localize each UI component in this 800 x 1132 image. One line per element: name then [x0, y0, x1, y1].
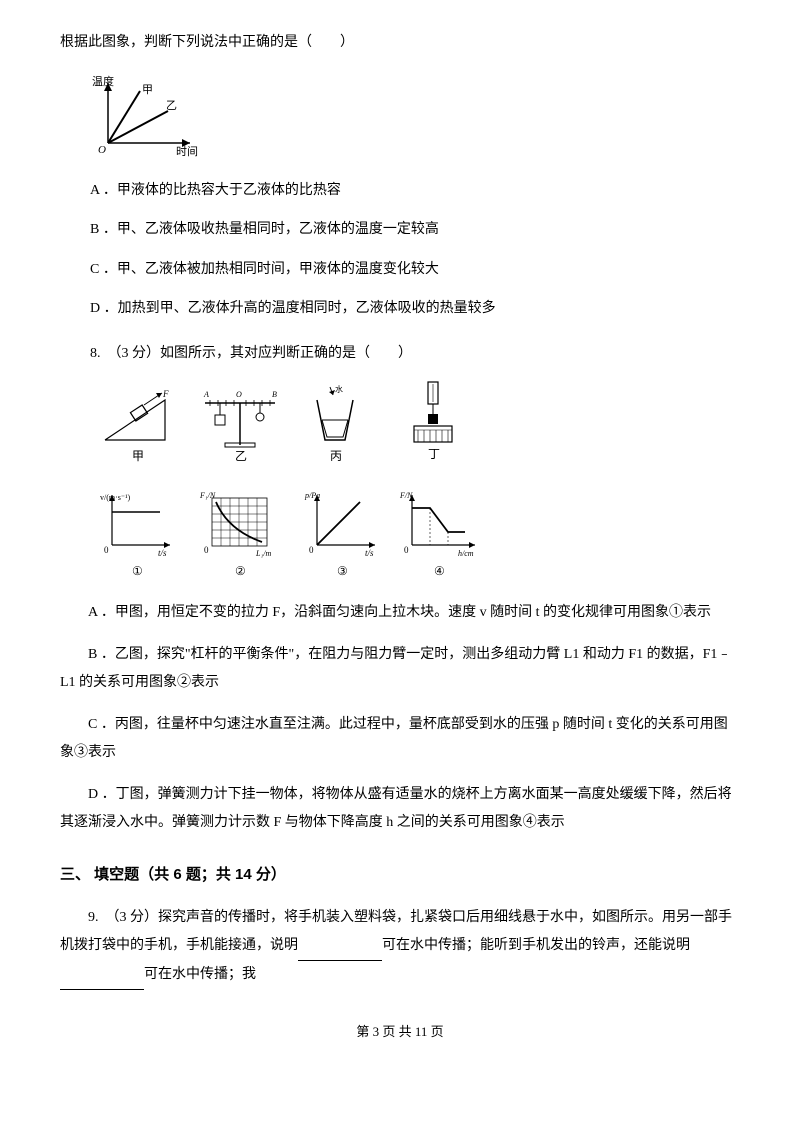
svg-text:h/cm: h/cm: [458, 549, 474, 558]
svg-text:p/Pa: p/Pa: [304, 491, 320, 500]
svg-text:水: 水: [335, 384, 343, 394]
q8-option-c: C ．丙图，往量杯中匀速注水直至注满。此过程中，量杯底部受到水的压强 p 随时间…: [60, 711, 740, 767]
origin-label: O: [98, 144, 106, 156]
q8-figure-grid: F 甲 A O B 乙 水: [90, 380, 740, 585]
svg-text:0: 0: [309, 545, 314, 555]
q7-intro: 根据此图象，判断下列说法中正确的是（ ）: [60, 30, 740, 55]
q8-option-a: A ．甲图，用恒定不变的拉力 F，沿斜面匀速向上拉木块。速度 v 随时间 t 的…: [60, 599, 740, 627]
section-3-heading: 三、 填空题（共 6 题；共 14 分）: [60, 861, 740, 888]
page-footer: 第 3 页 共 11 页: [60, 1020, 740, 1043]
temp-time-chart: 温度 甲 乙 时间 O: [90, 73, 200, 158]
svg-text:④: ④: [434, 564, 445, 578]
q8-figures: F 甲 A O B 乙 水: [90, 380, 490, 585]
svg-text:乙: 乙: [235, 449, 247, 463]
svg-text:L₁/m: L₁/m: [255, 549, 271, 558]
q9-blank-2[interactable]: [60, 961, 144, 990]
q7-option-b: B ．甲、乙液体吸收热量相同时，乙液体的温度一定较高: [90, 217, 740, 242]
q7-option-c: C ．甲、乙液体被加热相同时间，甲液体的温度变化较大: [90, 257, 740, 282]
svg-text:①: ①: [132, 564, 143, 578]
svg-text:B: B: [272, 390, 277, 399]
q9-text: 9. （3 分）探究声音的传播时，将手机装入塑料袋，扎紧袋口后用细线悬于水中，如…: [60, 904, 740, 990]
svg-text:t/s: t/s: [158, 548, 167, 558]
svg-text:甲: 甲: [132, 449, 144, 463]
q8-option-b: B ．乙图，探究"杠杆的平衡条件"，在阻力与阻力臂一定时，测出多组动力臂 L1 …: [60, 641, 740, 697]
q7-figure: 温度 甲 乙 时间 O: [90, 73, 740, 158]
q8-start: 8. （3 分）如图所示，其对应判断正确的是（ ）: [90, 341, 740, 366]
svg-text:0: 0: [104, 545, 109, 555]
svg-text:③: ③: [337, 564, 348, 578]
q9-mid: 可在水中传播；能听到手机发出的铃声，还能说明: [382, 938, 690, 953]
svg-text:F: F: [162, 389, 169, 399]
svg-text:F/N: F/N: [399, 491, 413, 500]
svg-text:F₁/N: F₁/N: [199, 491, 216, 500]
line2-label: 乙: [166, 99, 177, 112]
svg-text:A: A: [203, 390, 209, 399]
x-axis-label: 时间: [176, 145, 198, 158]
svg-text:v/(m·s⁻¹): v/(m·s⁻¹): [100, 493, 131, 502]
q9-blank-1[interactable]: [298, 932, 382, 961]
q7-option-d: D ．加热到甲、乙液体升高的温度相同时，乙液体吸收的热量较多: [90, 296, 740, 321]
svg-text:②: ②: [235, 564, 246, 578]
q8-option-d: D ．丁图，弹簧测力计下挂一物体，将物体从盛有适量水的烧杯上方离水面某一高度处缓…: [60, 781, 740, 837]
q7-option-a: A ．甲液体的比热容大于乙液体的比热容: [90, 178, 740, 203]
svg-text:丁: 丁: [428, 447, 440, 461]
line1-label: 甲: [142, 84, 153, 96]
svg-text:0: 0: [404, 545, 409, 555]
y-axis-label: 温度: [92, 74, 114, 88]
q9-suffix: 可在水中传播；我: [144, 967, 256, 982]
svg-text:0: 0: [204, 545, 209, 555]
svg-text:t/s: t/s: [365, 548, 374, 558]
svg-text:丙: 丙: [330, 449, 342, 463]
svg-text:O: O: [236, 390, 242, 399]
